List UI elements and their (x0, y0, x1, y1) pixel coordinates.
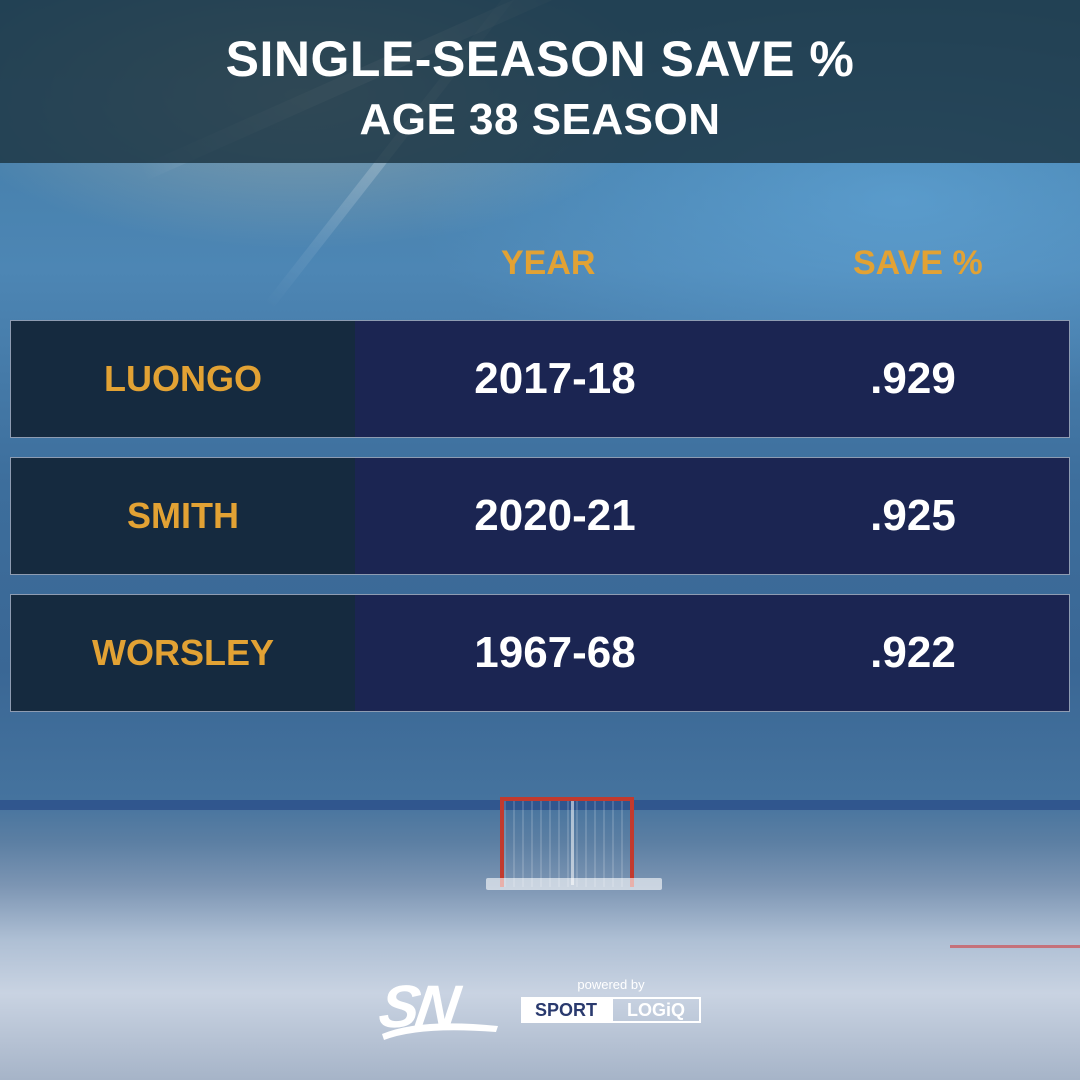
hockey-goal-icon (500, 797, 634, 887)
title-banner (0, 0, 1080, 163)
season-year: 2020-21 (474, 491, 636, 540)
chart-title: SINGLE-SEASON SAVE % (225, 31, 855, 87)
rink-boards (0, 800, 1080, 810)
save-percentage: .925 (870, 491, 956, 540)
sportlogiq-logo-part1: SPORT (521, 997, 611, 1023)
table-row: WORSLEY 1967-68 .922 (10, 594, 1070, 712)
chart-subtitle: AGE 38 SEASON (359, 95, 721, 144)
table-row: SMITH 2020-21 .925 (10, 457, 1070, 575)
table-row: LUONGO 2017-18 .929 (10, 320, 1070, 438)
sportlogiq-logo-part2: LOGiQ (611, 997, 701, 1023)
goalie-name: WORSLEY (11, 595, 355, 711)
goal-net-post (571, 800, 574, 885)
sportsnet-swoosh-icon (382, 1023, 498, 1040)
season-year: 2017-18 (474, 354, 636, 403)
goalie-name: SMITH (11, 458, 355, 574)
rink-line (950, 945, 1080, 948)
save-percentage: .929 (870, 354, 956, 403)
column-header-year: YEAR (501, 244, 596, 282)
column-header-save-pct: SAVE % (853, 244, 983, 282)
save-percentage: .922 (870, 628, 956, 677)
goalie-name: LUONGO (11, 321, 355, 437)
sportlogiq-logo: SPORT LOGiQ (521, 997, 701, 1023)
goal-net (504, 801, 630, 887)
powered-by-label: powered by (577, 977, 645, 992)
season-year: 1967-68 (474, 628, 636, 677)
goal-base (486, 878, 662, 890)
